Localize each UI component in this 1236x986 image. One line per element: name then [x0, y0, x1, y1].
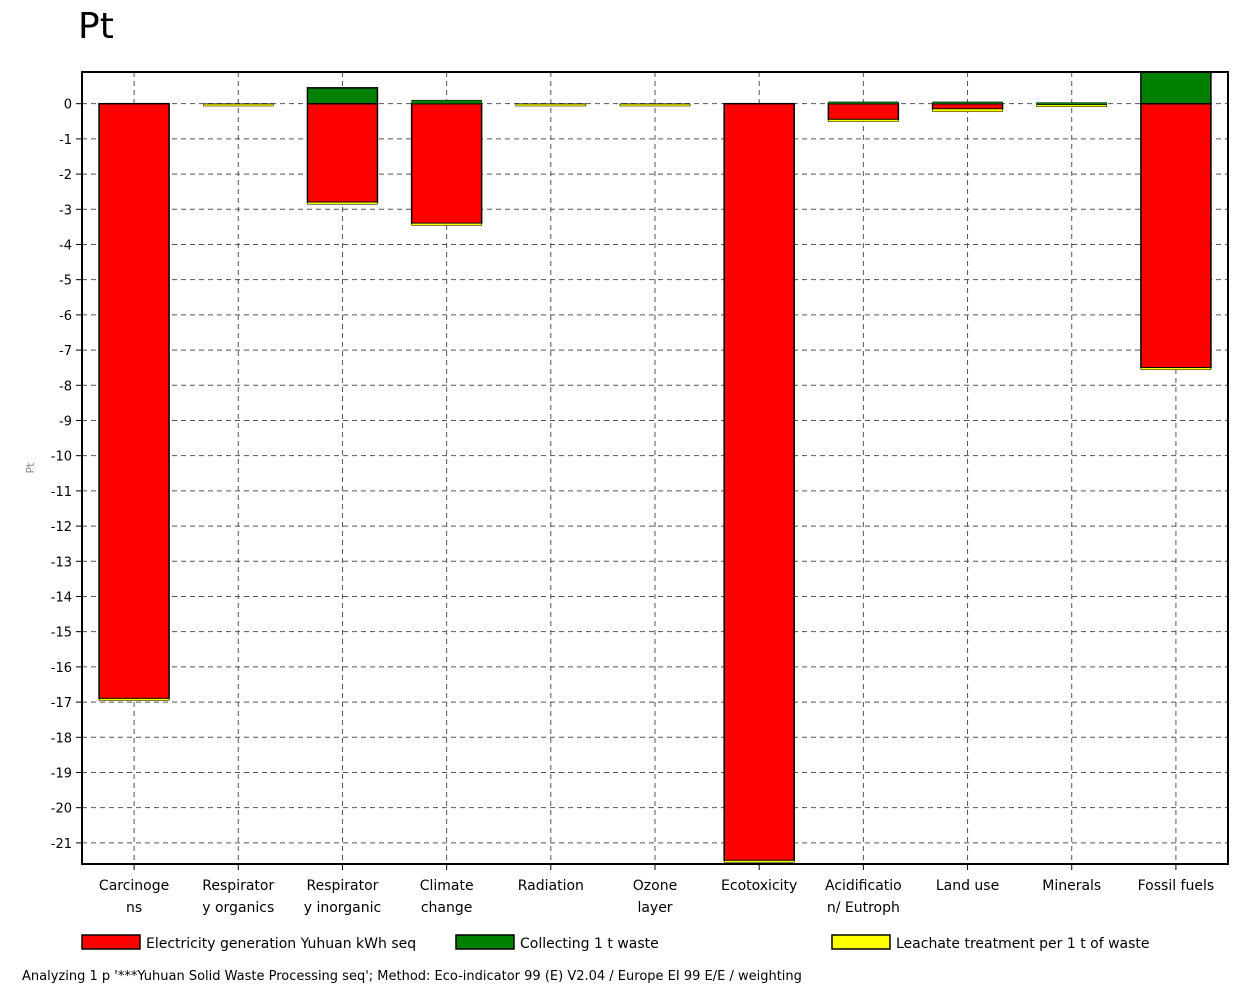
- bar-segment: [723, 102, 795, 862]
- y-tick-label: -18: [51, 731, 72, 746]
- legend-swatch: [831, 934, 891, 950]
- y-tick-label: -19: [51, 766, 72, 781]
- y-tick-label: -11: [51, 485, 72, 500]
- x-category-label: y inorganic: [304, 900, 382, 916]
- x-axis-category-labels: Carcinoge ns Respirator y organics Respirato…: [99, 864, 1214, 916]
- y-tick-label: -10: [51, 450, 72, 465]
- bar-segment: [931, 102, 1004, 110]
- y-tick-label: -5: [59, 274, 72, 289]
- x-category-label: Respirator: [306, 878, 378, 894]
- y-tick-label: -15: [51, 626, 72, 641]
- bar-segment: [203, 103, 274, 107]
- y-tick-label: -4: [59, 238, 72, 253]
- x-category-label: Carcinoge: [99, 878, 169, 894]
- bar-segment: [411, 99, 482, 104]
- bar-segment: [828, 119, 899, 122]
- y-tick-label: -21: [51, 837, 72, 852]
- x-category-label: Climate: [420, 878, 474, 894]
- bar-segment: [1036, 104, 1107, 107]
- bar-segment: [411, 223, 482, 226]
- x-category-label: ns: [126, 900, 142, 916]
- x-category-label: Radiation: [518, 878, 584, 894]
- y-tick-label: -2: [59, 168, 72, 183]
- bar-segment: [306, 102, 379, 203]
- bar-segment: [1140, 367, 1212, 371]
- y-tick-label: -17: [51, 696, 72, 711]
- bar-segment: [723, 860, 795, 863]
- y-tick-label: -7: [59, 344, 72, 359]
- grid-layer: [82, 72, 1228, 864]
- bar-segment: [98, 698, 170, 701]
- chart-footer-text: Analyzing 1 p '***Yuhuan Solid Waste Pro…: [22, 969, 802, 984]
- bar-segment: [932, 101, 1003, 105]
- y-tick-label: 0: [64, 98, 72, 113]
- bar-segment: [827, 102, 900, 121]
- bar-segment: [306, 87, 379, 105]
- bar-segment: [619, 103, 691, 107]
- bar-segment: [307, 201, 378, 205]
- chart-unit-title: Pt: [78, 6, 114, 47]
- y-tick-label: -14: [51, 590, 72, 605]
- bar-segment: [410, 102, 483, 225]
- x-category-label: y organics: [202, 900, 274, 916]
- x-category-label: Ozone: [633, 878, 677, 894]
- y-tick-label: -16: [51, 661, 72, 676]
- legend-swatch: [455, 934, 515, 950]
- bar-segment: [1140, 71, 1212, 105]
- x-category-label: Ecotoxicity: [721, 878, 797, 894]
- legend: Electricity generation Yuhuan kWh seq Col…: [81, 934, 1150, 952]
- y-tick-label: -9: [59, 414, 72, 429]
- legend-swatch: [81, 934, 141, 950]
- legend-label: Electricity generation Yuhuan kWh seq: [146, 936, 416, 952]
- y-tick-label: -13: [51, 555, 72, 570]
- y-tick-label: -8: [59, 379, 72, 394]
- y-tick-label: -6: [59, 309, 72, 324]
- bar-segment: [828, 101, 899, 105]
- y-axis-ticks: 0 -1 -2 -3 -4 -5 -6 -7 -8 -9 -10 -11 -12 -13 -14 -15 -16…: [51, 98, 82, 852]
- x-category-label: Minerals: [1042, 878, 1101, 894]
- y-axis-title: Pt: [24, 462, 37, 474]
- x-category-label: n/ Eutroph: [827, 900, 900, 916]
- x-category-label: Acidificatio: [825, 878, 902, 894]
- bar-segment: [98, 102, 170, 700]
- bar-segment: [932, 108, 1003, 113]
- x-category-label: change: [421, 900, 473, 916]
- x-category-label: Respirator: [202, 878, 274, 894]
- bar-segment: [515, 103, 587, 107]
- y-tick-label: -3: [59, 203, 72, 218]
- bars-layer: [98, 71, 1212, 863]
- x-category-label: Fossil fuels: [1138, 878, 1215, 894]
- y-tick-label: -1: [59, 133, 72, 148]
- y-tick-label: -20: [51, 802, 72, 817]
- x-category-label: layer: [637, 900, 672, 916]
- x-category-label: Land use: [936, 878, 999, 894]
- legend-label: Leachate treatment per 1 t of waste: [896, 936, 1150, 952]
- bar-segment: [1036, 102, 1107, 105]
- bar-segment: [1140, 102, 1212, 369]
- legend-label: Collecting 1 t waste: [520, 936, 659, 952]
- y-tick-label: -12: [51, 520, 72, 535]
